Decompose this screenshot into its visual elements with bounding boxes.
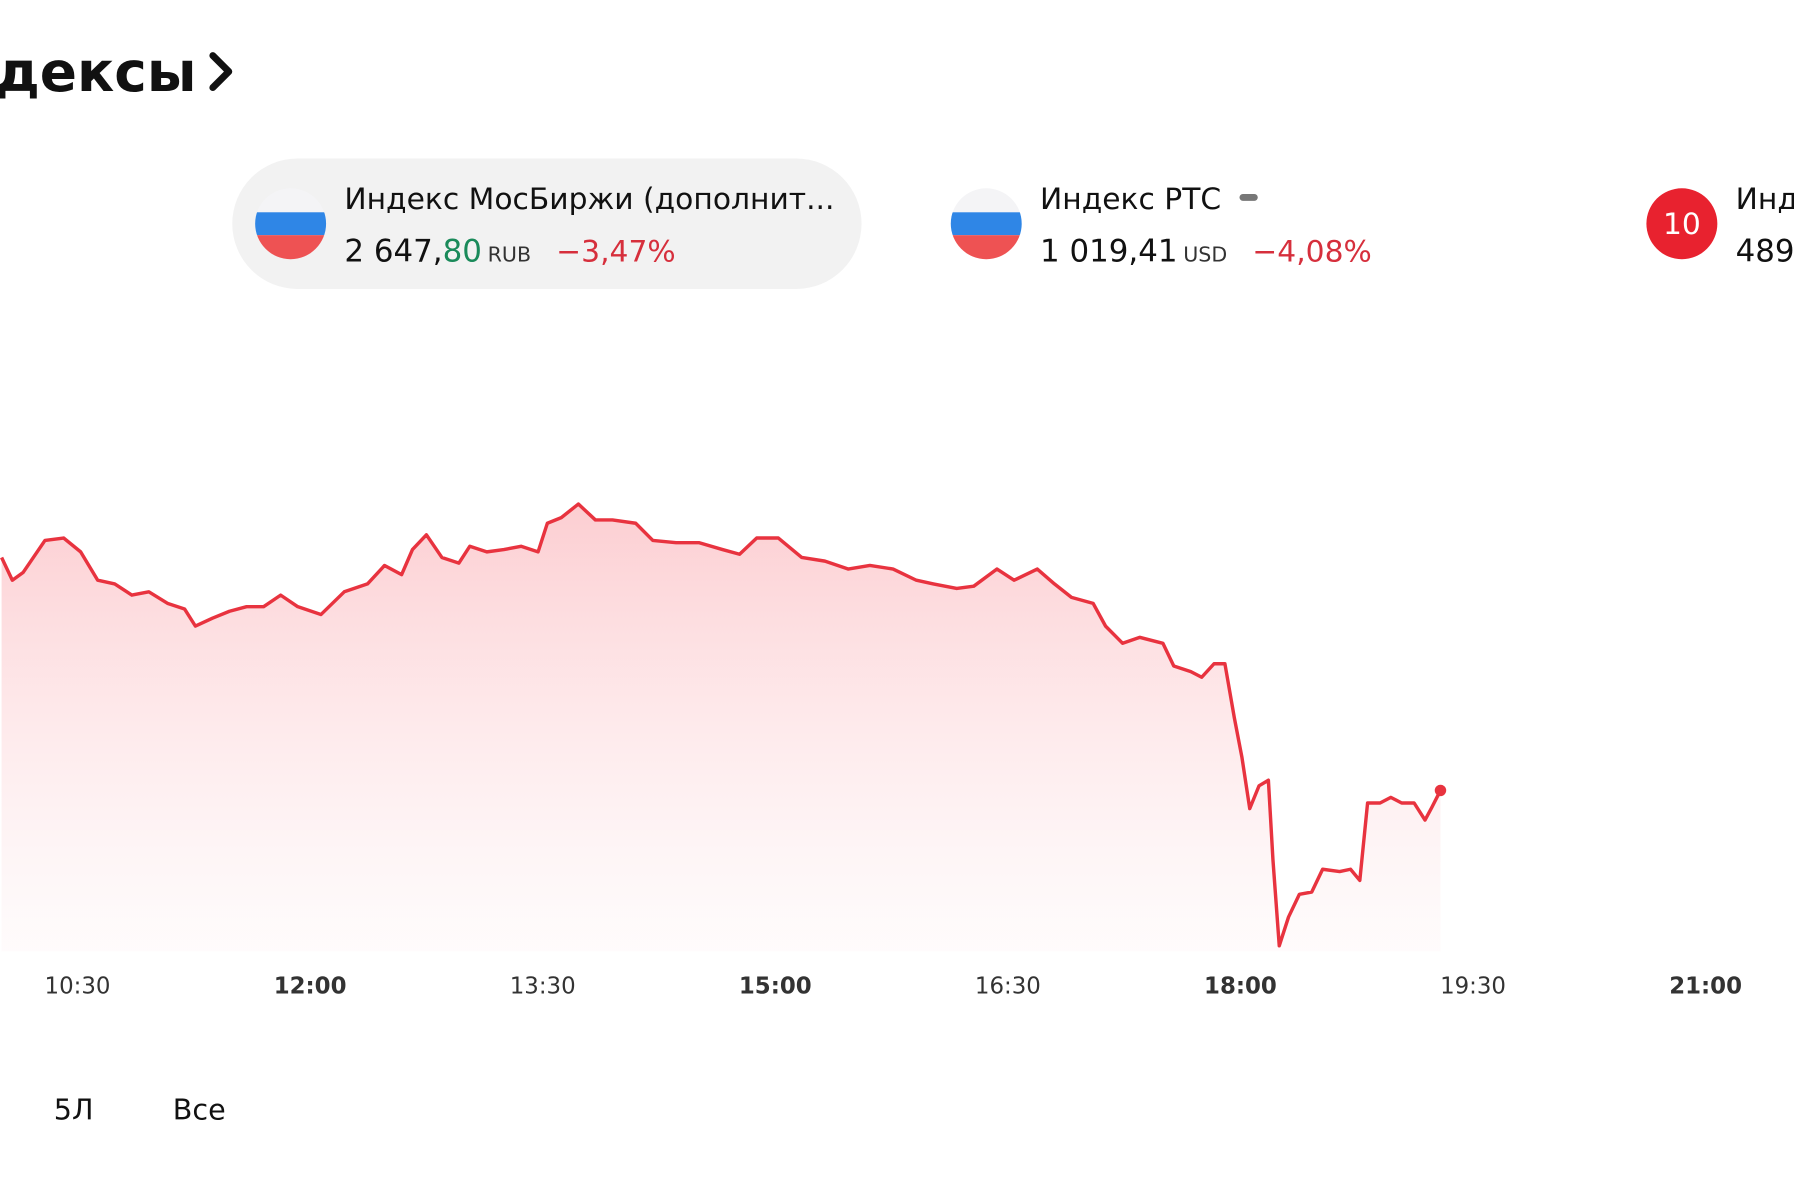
x-tick-label: 19:30 bbox=[1440, 974, 1506, 1000]
x-tick-label: 18:00 bbox=[1204, 974, 1277, 1000]
chevron-icon[interactable] bbox=[209, 52, 233, 92]
card-price[interactable]: 2 647,80 bbox=[344, 233, 482, 269]
flag-icon bbox=[950, 188, 1022, 260]
card-selected[interactable] bbox=[232, 158, 862, 289]
section-title[interactable]: дексы bbox=[0, 40, 196, 104]
last-point bbox=[1434, 784, 1447, 797]
plot: 10:30 12:00 13:30 15:00 16:30 18:00 19:30 21:00 bbox=[0, 502, 1742, 1000]
card-price[interactable]: 489 bbox=[1736, 233, 1794, 269]
card-change: −3,47% bbox=[556, 234, 675, 269]
range-button[interactable]: 5Л bbox=[54, 1093, 94, 1127]
x-tick-label: 12:00 bbox=[274, 974, 347, 1000]
price-int: 2 647, bbox=[344, 233, 442, 269]
area bbox=[1, 504, 1441, 952]
badge bbox=[1646, 188, 1718, 260]
card-change: −4,08% bbox=[1252, 234, 1371, 269]
card-name[interactable]: Индекс РТС bbox=[1040, 182, 1221, 217]
price-accent: 80 bbox=[443, 233, 482, 269]
card-name[interactable]: Индекс МосБиржи (дополнит... bbox=[344, 182, 834, 217]
badge-text: 10 bbox=[1663, 207, 1701, 242]
x-tick-label: 15:00 bbox=[739, 974, 812, 1000]
card-name[interactable]: Инд bbox=[1736, 182, 1794, 217]
card-currency: RUB bbox=[488, 242, 531, 266]
status-icon bbox=[1239, 193, 1258, 201]
x-tick-label: 21:00 bbox=[1669, 974, 1742, 1000]
x-tick-label: 13:30 bbox=[510, 974, 576, 1000]
price-line bbox=[0, 502, 1442, 948]
card-currency: USD bbox=[1183, 242, 1227, 266]
x-tick-label: 16:30 bbox=[975, 974, 1041, 1000]
x-tick-label: 10:30 bbox=[45, 974, 111, 1000]
card-price[interactable]: 1 019,41 bbox=[1040, 233, 1178, 269]
range-button[interactable]: Все bbox=[173, 1093, 226, 1127]
